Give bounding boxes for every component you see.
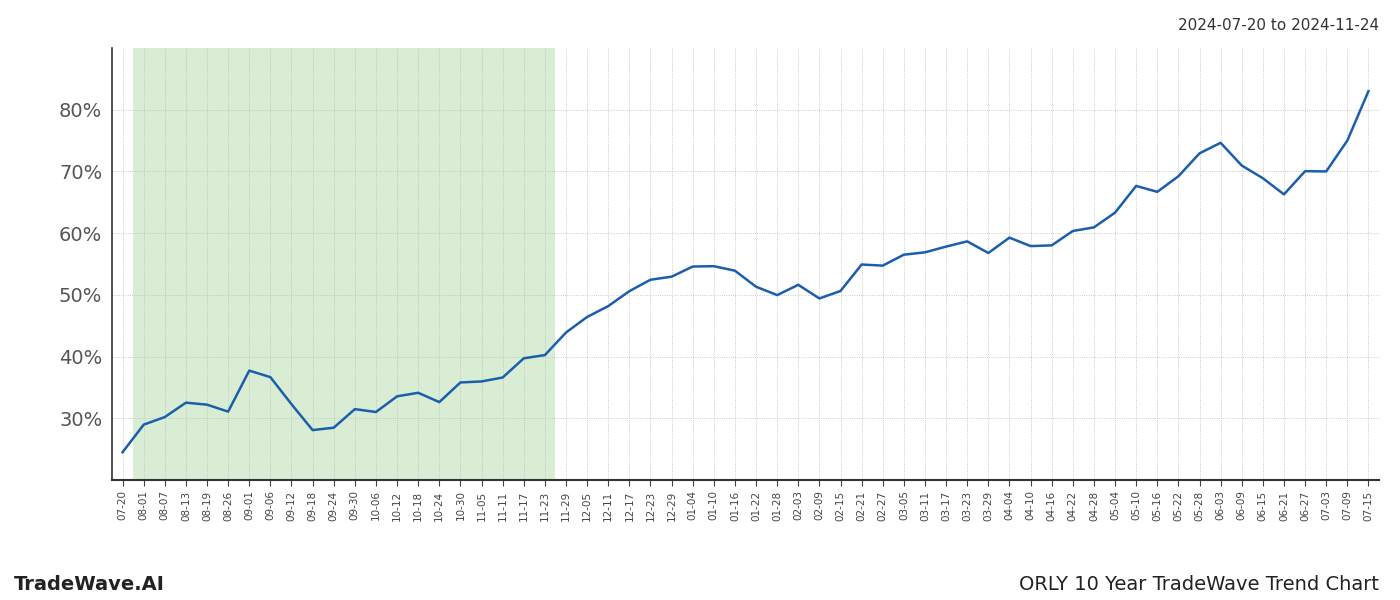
Text: TradeWave.AI: TradeWave.AI xyxy=(14,575,165,594)
Text: 2024-07-20 to 2024-11-24: 2024-07-20 to 2024-11-24 xyxy=(1177,18,1379,33)
Text: ORLY 10 Year TradeWave Trend Chart: ORLY 10 Year TradeWave Trend Chart xyxy=(1019,575,1379,594)
Bar xyxy=(133,48,556,480)
